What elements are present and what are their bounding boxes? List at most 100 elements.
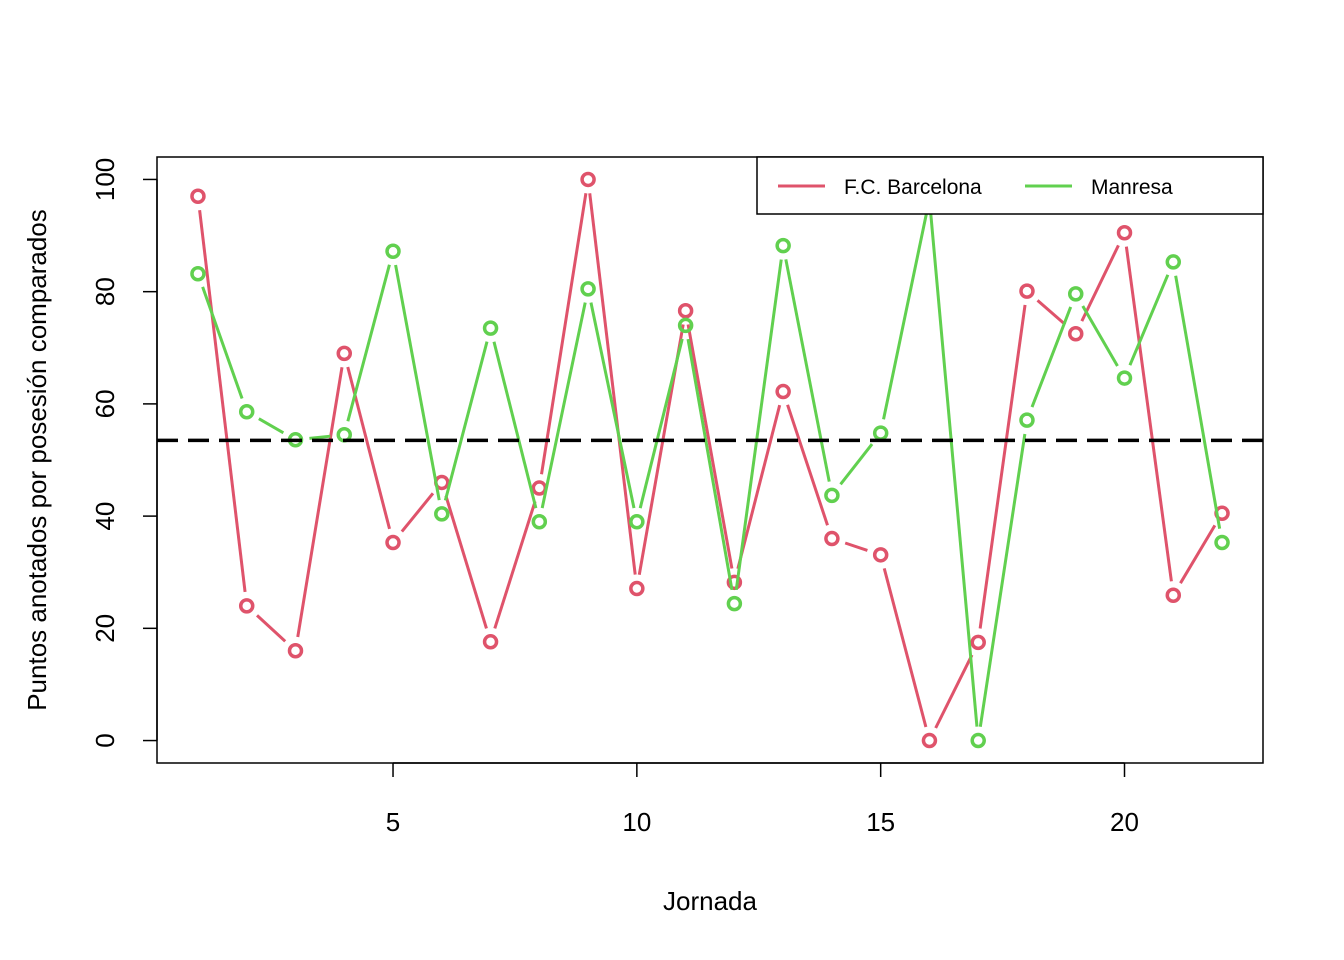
series-segment	[309, 434, 331, 440]
data-point	[1019, 283, 1035, 299]
legend-label-manresa: Manresa	[1091, 176, 1173, 199]
data-point	[531, 513, 548, 530]
data-point	[872, 425, 889, 441]
series-segment	[394, 264, 441, 501]
series-segment	[1124, 246, 1173, 582]
series-segment	[686, 338, 734, 591]
series-segment	[444, 495, 488, 629]
data-point	[190, 188, 206, 205]
series-segment	[784, 259, 831, 482]
series-fc-barcelona	[190, 171, 1230, 749]
data-point	[1019, 412, 1035, 428]
data-point	[580, 171, 596, 188]
data-point	[824, 487, 840, 504]
legend-label-fc-barcelona: F.C. Barcelona	[844, 176, 982, 199]
data-point	[1116, 225, 1133, 241]
y-tick-label: 20	[90, 614, 120, 643]
series-segment	[1036, 299, 1067, 326]
y-axis-label: Puntos anotados por posesión comparados	[22, 209, 52, 711]
series-segment	[638, 338, 684, 509]
y-axis: 0 20 40 60 80 100	[90, 158, 158, 748]
series-segment	[443, 341, 489, 501]
data-point	[775, 237, 791, 254]
data-point	[580, 281, 596, 297]
series-segment	[346, 264, 391, 422]
series-segment	[934, 654, 974, 729]
data-point	[872, 547, 889, 563]
data-point	[677, 302, 694, 319]
legend-box	[756, 156, 1264, 215]
series-segment	[492, 341, 538, 509]
series-segment	[686, 324, 734, 569]
series-segment	[978, 433, 1027, 727]
data-point	[190, 265, 206, 282]
data-point	[1165, 254, 1182, 270]
series-segment	[198, 210, 247, 593]
series-segment	[734, 259, 783, 590]
x-tick-label: 20	[1110, 807, 1139, 837]
y-tick-label: 100	[90, 158, 120, 201]
series-segment	[540, 302, 587, 509]
x-tick-label: 5	[386, 807, 400, 837]
series-segment	[258, 417, 285, 435]
legend: F.C. Barcelona Manresa	[756, 156, 1264, 215]
data-point	[775, 383, 791, 400]
data-point	[434, 506, 450, 522]
data-point	[287, 643, 304, 659]
series-segment	[786, 404, 829, 526]
data-point	[726, 574, 743, 591]
data-point	[629, 513, 645, 530]
series-segment	[736, 404, 782, 570]
series-segment	[1080, 244, 1120, 322]
data-point	[1116, 370, 1133, 386]
series-segment	[201, 286, 244, 400]
y-tick-label: 0	[90, 733, 120, 747]
series-manresa	[190, 191, 1230, 749]
data-point	[921, 732, 938, 749]
y-tick-label: 40	[90, 502, 120, 531]
data-point	[970, 732, 986, 749]
series-segment	[493, 500, 537, 629]
data-point	[385, 534, 401, 551]
x-tick-label: 15	[866, 807, 895, 837]
series-segment	[588, 193, 637, 575]
series-segment	[882, 567, 928, 728]
data-point	[824, 530, 840, 547]
data-point	[1165, 587, 1182, 603]
data-point	[238, 598, 255, 614]
series-segment	[929, 212, 979, 727]
data-point	[482, 634, 499, 650]
series-segment	[1030, 306, 1073, 408]
data-point	[336, 345, 353, 362]
series-segment	[346, 366, 391, 530]
series-segment	[589, 302, 636, 509]
data-point	[238, 403, 255, 420]
series-segment	[400, 492, 435, 533]
x-axis: 5 10 15 20	[386, 762, 1139, 837]
series-segment	[1179, 524, 1217, 584]
series-segment	[978, 304, 1027, 629]
series-segment	[296, 366, 344, 638]
data-point	[970, 634, 986, 651]
series-segment	[1174, 275, 1222, 529]
x-tick-label: 10	[622, 807, 651, 837]
series-segment	[1081, 305, 1119, 367]
data-point	[1067, 286, 1084, 302]
series-segment	[1128, 274, 1170, 366]
data-point	[385, 243, 401, 260]
data-point	[677, 317, 694, 334]
data-point	[531, 480, 548, 496]
y-tick-label: 60	[90, 389, 120, 418]
x-axis-label: Jornada	[663, 886, 757, 916]
data-point	[726, 595, 743, 612]
series-segment	[844, 541, 868, 552]
data-point	[482, 320, 499, 336]
series-segment	[882, 212, 929, 420]
series-segment	[839, 443, 874, 486]
data-point	[629, 580, 645, 597]
series-segment	[256, 614, 287, 643]
data-point	[1067, 326, 1084, 342]
data-point	[1214, 534, 1230, 551]
y-tick-label: 80	[90, 277, 120, 306]
